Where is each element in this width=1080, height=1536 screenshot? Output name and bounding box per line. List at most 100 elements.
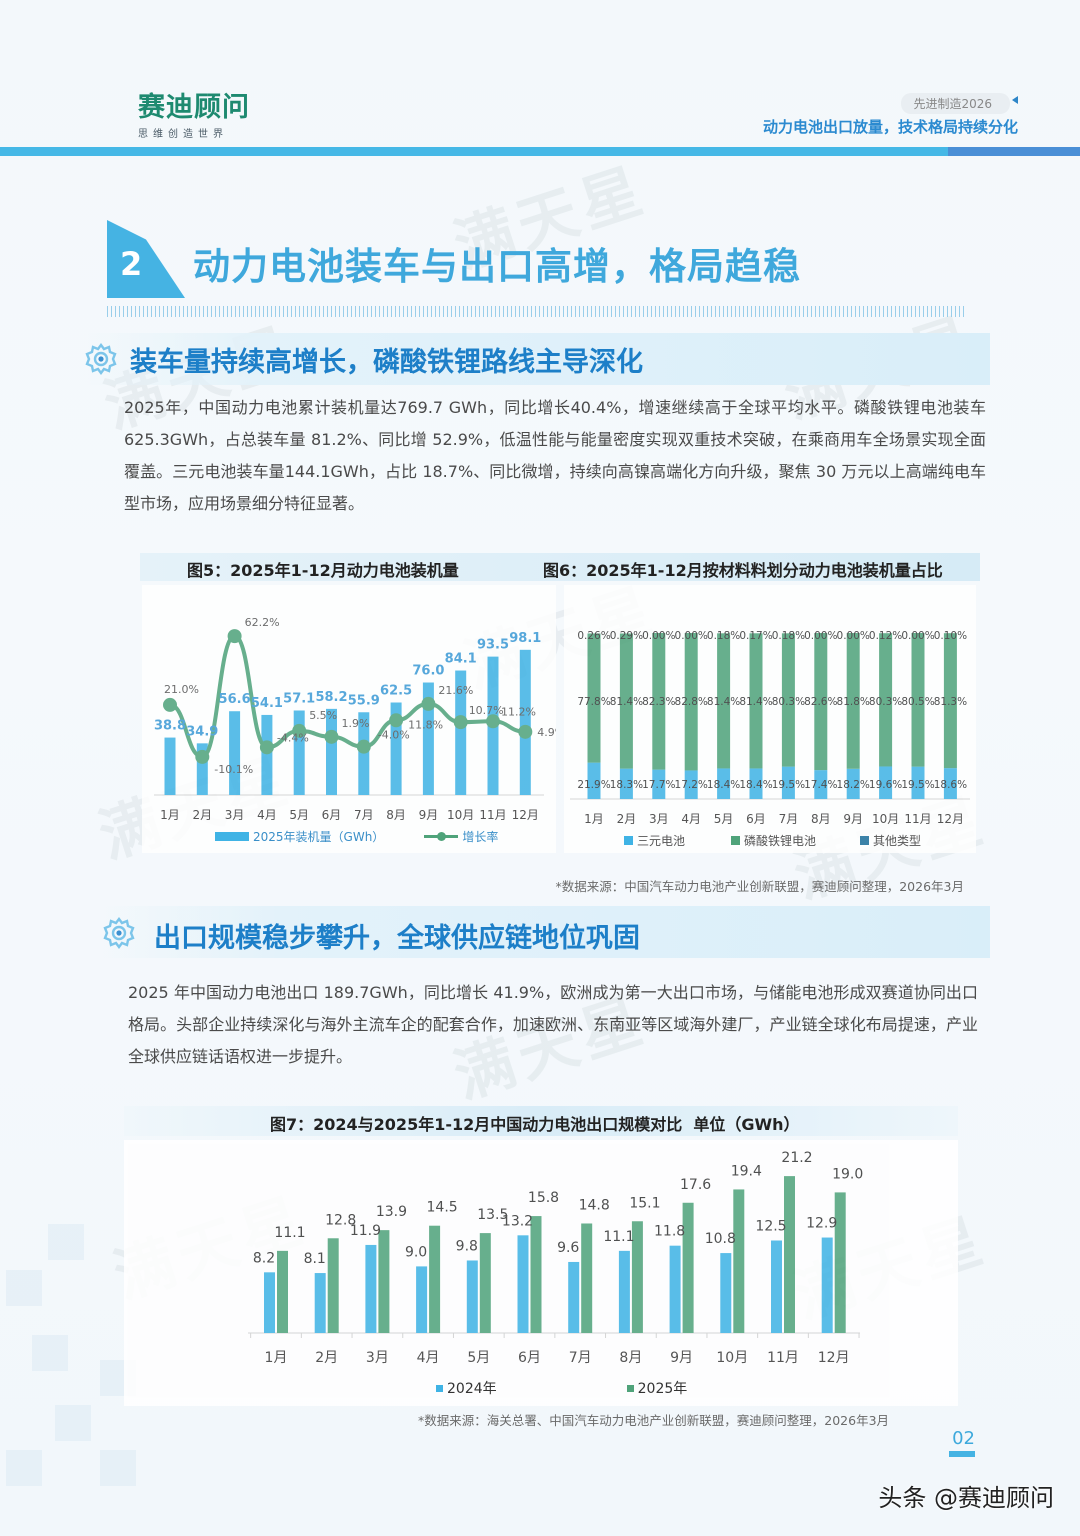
page-number: 02 [952, 1428, 975, 1449]
x-axis-label: 4月 [257, 808, 277, 822]
bar-2025 [479, 1233, 491, 1333]
logo-slogan: 思维创造世界 [138, 129, 228, 140]
bar-value-label: 58.2 [315, 690, 347, 705]
bar-2024 [365, 1244, 377, 1333]
ternary-share-label: 17.7% [642, 779, 675, 791]
other-share-label: 0.00% [642, 630, 675, 642]
value-label-2024: 11.1 [603, 1229, 634, 1245]
growth-rate-label: 1.9% [342, 717, 370, 730]
bar-segment-lfp [943, 633, 957, 769]
figure5-plot: 38.8 34.9 56.6 54.1 57.1 58.2 55.962.576.084.1… [154, 616, 565, 796]
bar-2024 [466, 1260, 478, 1333]
growth-rate-label: 11.8% [408, 718, 443, 731]
figure6-chart: 0.26% 77.8% 21.9% 0.29% 81.4% 18.3% 0.00% 82.3%… [564, 585, 976, 853]
x-axis-label: 2月 [616, 812, 637, 826]
brand-logo[interactable]: 赛迪顾问 思维创造世界 [138, 92, 250, 140]
growth-rate-label: 4.9% [537, 726, 556, 739]
series-tag: 先进制造2026 [901, 93, 1010, 114]
lfp-share-label: 81.8% [837, 696, 870, 708]
value-label-2025: 19.4 [731, 1163, 762, 1179]
x-axis-label: 10月 [871, 812, 900, 826]
value-label-2024: 8.1 [304, 1251, 326, 1267]
growth-point [292, 723, 307, 738]
x-axis-label: 2月 [192, 808, 213, 822]
figure5-legend: 2025年装机量（GWh） 增长率 [215, 828, 498, 845]
bar-2024 [771, 1240, 782, 1333]
bar-2025 [682, 1202, 694, 1333]
ternary-share-label: 18.4% [739, 779, 772, 791]
x-axis-label: 10月 [447, 808, 475, 822]
bar-2025 [530, 1216, 542, 1333]
bar-2025 [784, 1176, 795, 1333]
bar-segment-ternary [619, 768, 633, 799]
bar-value-label: 62.5 [380, 684, 412, 699]
bar-segment-ternary [879, 766, 893, 799]
figure7-legend: 2024年 2025年 [436, 1378, 687, 1398]
bar-2024 [568, 1261, 580, 1333]
header-band-accent [948, 147, 1080, 156]
value-label-2024: 8.2 [253, 1250, 275, 1266]
paragraph-2: 2025 年中国动力电池出口 189.7GWh，同比增长 41.9%，欧洲成为第… [128, 983, 978, 1066]
figure6-legend: 三元电池 磷酸铁锂电池 其他类型 [624, 832, 921, 849]
bar-segment-ternary [652, 769, 666, 799]
bar-2025 [581, 1223, 593, 1333]
figure7-title: 图7：2024与2025年1-12月中国动力电池出口规模对比 单位（GWh） [270, 1115, 800, 1134]
x-axis-label: 12月 [511, 808, 539, 822]
value-label-2025: 15.1 [629, 1195, 660, 1211]
bar-2024 [264, 1272, 275, 1333]
legend-swatch [624, 836, 633, 845]
other-share-label: 0.26% [577, 630, 610, 642]
figure6-title: 图6：2025年1-12月按材料料划分动力电池装机量占比 [543, 561, 943, 580]
x-axis-label: 9月 [843, 812, 863, 826]
subsection-header-2 [100, 906, 990, 958]
value-label-2025: 17.6 [680, 1177, 711, 1193]
growth-point [227, 629, 242, 644]
value-label-2024: 11.9 [350, 1223, 381, 1239]
page-number-underline [949, 1451, 975, 1457]
bar-segment-lfp [619, 633, 633, 769]
ternary-share-label: 17.4% [804, 779, 837, 791]
bar-segment-ternary [943, 768, 957, 799]
x-axis-label: 4月 [681, 812, 701, 826]
growth-point [389, 713, 404, 728]
source-note-fig56: *数据来源：中国汽车动力电池产业创新联盟，赛迪顾问整理，2026年3月 [555, 879, 964, 894]
bar-value-label: 38.8 [154, 719, 186, 734]
growth-point [195, 749, 210, 764]
paragraph-1: 2025年，中国动力电池累计装机量达769.7 GWh，同比增长40.4%，增速… [124, 398, 986, 513]
bar-segment-ternary [717, 768, 731, 799]
bar-2024 [669, 1245, 681, 1333]
growth-rate-label: -10.1% [214, 763, 253, 776]
value-label-2025: 21.2 [781, 1150, 812, 1166]
legend-label: 其他类型 [873, 834, 922, 848]
x-axis-label: 11月 [479, 808, 507, 822]
lfp-share-label: 80.3% [772, 696, 805, 708]
value-label-2024: 12.9 [806, 1216, 837, 1232]
other-share-label: 0.18% [707, 630, 740, 642]
value-label-2025: 11.1 [274, 1225, 305, 1241]
x-axis-label: 1月 [584, 812, 604, 826]
legend-label: 三元电池 [637, 834, 686, 848]
figure7-plot: 8.2 11.1 8.1 12.811.9 13.9 9.0 14.5 9.8 13.513.2… [248, 1150, 863, 1338]
bar-segment-lfp [587, 633, 601, 763]
x-axis-label: 6月 [321, 808, 342, 822]
figure7-chart: 8.2 11.1 8.1 12.8 11.9 13.9 9.0 14.5 9.8 13.5 13.2… [124, 1140, 958, 1406]
legend-swatch-bar [215, 832, 249, 841]
figure6-plot: 0.26% 77.8% 21.9% 0.29% 81.4% 18.3% 0.00% 82.3%… [570, 630, 970, 800]
x-axis-label: 11月 [904, 812, 932, 826]
growth-rate-label: 62.2% [245, 616, 280, 629]
bar-2024 [618, 1250, 630, 1333]
ternary-share-label: 19.6% [869, 779, 902, 791]
legend-swatch [626, 1384, 634, 1392]
x-axis-label: 9月 [418, 808, 439, 822]
footer-brand: 头条 @赛迪顾问 [878, 1484, 1054, 1512]
growth-rate-label: 11.2% [501, 705, 536, 718]
bar-2024 [314, 1273, 326, 1333]
growth-rate-label: -4.0% [378, 729, 410, 742]
value-label-2025: 15.8 [528, 1190, 559, 1206]
growth-point [518, 724, 533, 739]
section-number: 2 [120, 245, 143, 283]
legend-swatch [860, 836, 870, 845]
bar-value-label: 93.5 [477, 638, 509, 653]
bar-segment-lfp [911, 633, 925, 767]
bar-2024 [821, 1237, 833, 1333]
